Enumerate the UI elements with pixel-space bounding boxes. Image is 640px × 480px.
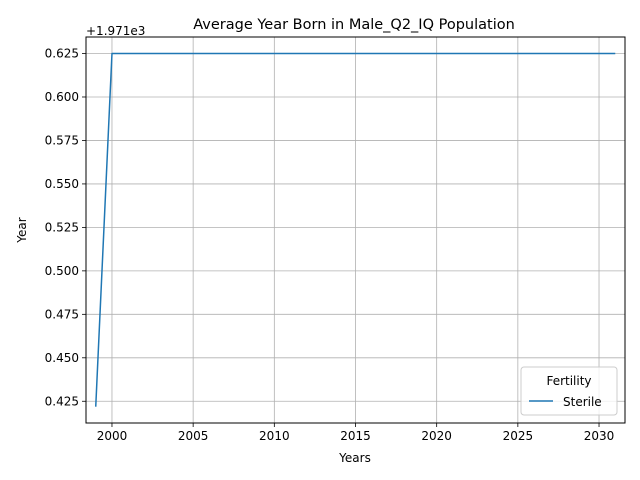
y-tick-label: 0.525	[45, 220, 79, 234]
x-tick-label: 2030	[584, 429, 615, 443]
x-ticks: 2000 2005 2010 2015 2020 2025 2030	[97, 423, 615, 443]
x-tick-label: 2005	[178, 429, 209, 443]
grid-lines	[86, 37, 625, 423]
y-tick-label: 0.550	[45, 177, 79, 191]
legend-box	[520, 366, 618, 416]
legend: Fertility Sterile	[520, 366, 618, 416]
y-tick-label: 0.625	[45, 47, 79, 61]
legend-title: Fertility	[546, 374, 591, 388]
y-offset-label: +1.971e3	[86, 24, 145, 38]
x-tick-label: 2020	[421, 429, 452, 443]
y-tick-label: 0.500	[45, 264, 79, 278]
y-ticks: 0.425 0.450 0.475 0.500 0.525 0.550 0.575 0.600…	[45, 47, 86, 408]
y-tick-label: 0.425	[45, 394, 79, 408]
series-lines	[94, 52, 616, 407]
x-axis-label: Years	[338, 451, 371, 465]
x-tick-label: 2025	[503, 429, 534, 443]
y-tick-label: 0.450	[45, 351, 79, 365]
y-axis-label: Year	[15, 217, 29, 243]
chart-title: Average Year Born in Male_Q2_IQ Populati…	[193, 17, 515, 33]
legend-label-sterile: Sterile	[563, 395, 602, 409]
x-tick-label: 2015	[340, 429, 371, 443]
x-tick-label: 2010	[259, 429, 290, 443]
y-tick-label: 0.600	[45, 90, 79, 104]
y-tick-label: 0.575	[45, 133, 79, 147]
x-tick-label: 2000	[97, 429, 128, 443]
series-line-sterile	[94, 52, 616, 407]
y-tick-label: 0.475	[45, 307, 79, 321]
